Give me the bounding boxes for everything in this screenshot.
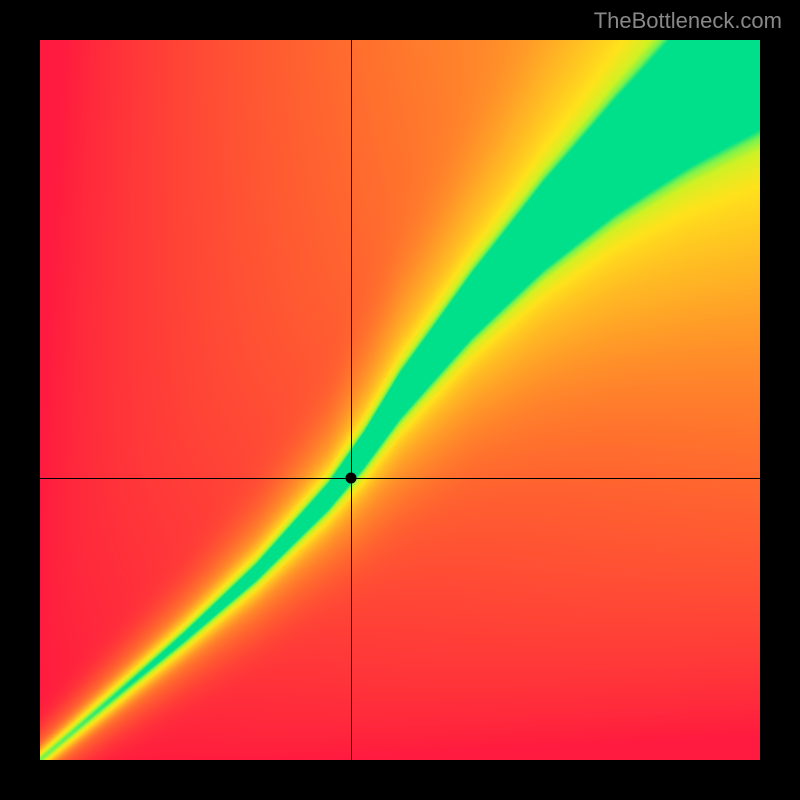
crosshair-marker xyxy=(346,472,357,483)
crosshair-vertical xyxy=(351,40,352,760)
heatmap-plot xyxy=(40,40,760,760)
crosshair-horizontal xyxy=(40,478,760,479)
heatmap-canvas xyxy=(40,40,760,760)
watermark-text: TheBottleneck.com xyxy=(594,8,782,34)
